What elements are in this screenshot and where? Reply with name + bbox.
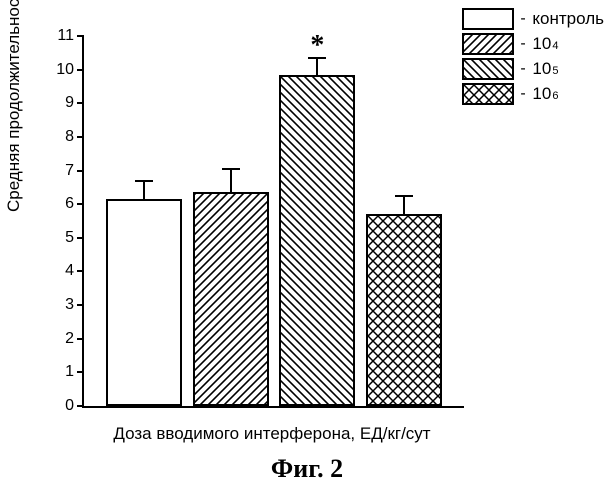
bar-1e4 — [193, 192, 269, 406]
legend-swatch-1e6 — [462, 83, 514, 105]
bar-control — [106, 199, 182, 406]
y-tick — [77, 237, 84, 239]
y-tick — [77, 304, 84, 306]
y-tick — [77, 102, 84, 104]
significance-marker: * — [310, 30, 324, 62]
y-tick — [77, 405, 84, 407]
legend: - контроль - 104 - 105 - 106 — [462, 8, 604, 108]
error-bar — [230, 169, 232, 193]
legend-item-control: - контроль — [462, 8, 604, 30]
y-tick-label: 3 — [65, 297, 74, 313]
legend-label-text: контроль — [532, 9, 604, 29]
error-whisker — [395, 195, 413, 197]
error-whisker — [135, 180, 153, 182]
y-axis-title: Средняя продолжительность жизни, дни — [4, 0, 24, 212]
legend-item-1e6: - 106 — [462, 83, 604, 105]
legend-swatch-1e5 — [462, 58, 514, 80]
y-tick — [77, 136, 84, 138]
y-tick-label: 6 — [65, 196, 74, 212]
legend-dash: - — [520, 35, 525, 53]
figure-root: - контроль - 104 - 105 - 106 Средняя про… — [0, 0, 614, 500]
legend-label-1e5: 105 — [528, 59, 559, 79]
legend-swatch-control — [462, 8, 514, 30]
legend-label-1e4: 104 — [528, 34, 559, 54]
y-tick-label: 2 — [65, 331, 74, 347]
y-tick-label: 7 — [65, 163, 74, 179]
legend-item-1e5: - 105 — [462, 58, 604, 80]
figure-caption: Фиг. 2 — [0, 454, 614, 484]
bar-1e5 — [279, 75, 355, 406]
error-whisker — [222, 168, 240, 170]
legend-item-1e4: - 104 — [462, 33, 604, 55]
y-tick — [77, 203, 84, 205]
y-tick-label: 1 — [65, 364, 74, 380]
legend-label-base: 10 — [532, 34, 551, 54]
y-tick-label: 9 — [65, 95, 74, 111]
error-bar — [403, 196, 405, 215]
y-tick — [77, 270, 84, 272]
y-tick-label: 0 — [65, 398, 74, 414]
y-tick — [77, 170, 84, 172]
y-tick-label: 8 — [65, 129, 74, 145]
legend-label-control: контроль — [528, 9, 604, 29]
y-tick-label: 10 — [56, 62, 74, 78]
y-tick-label: 5 — [65, 230, 74, 246]
plot-area: * 01234567891011 — [82, 36, 464, 408]
y-tick — [77, 69, 84, 71]
y-tick — [77, 35, 84, 37]
legend-dash: - — [520, 60, 525, 78]
legend-swatch-1e4 — [462, 33, 514, 55]
x-axis-title: Доза вводимого интерферона, ЕД/кг/сут — [82, 424, 462, 444]
legend-dash: - — [520, 10, 525, 28]
legend-dash: - — [520, 85, 525, 103]
y-tick — [77, 371, 84, 373]
bar-1e6 — [366, 214, 442, 406]
y-tick-label: 4 — [65, 263, 74, 279]
legend-label-base: 10 — [532, 84, 551, 104]
legend-label-base: 10 — [532, 59, 551, 79]
error-bar — [143, 181, 145, 200]
bars-container: * — [84, 36, 464, 406]
y-tick-label: 11 — [57, 28, 74, 44]
y-tick — [77, 338, 84, 340]
legend-label-1e6: 106 — [528, 84, 559, 104]
